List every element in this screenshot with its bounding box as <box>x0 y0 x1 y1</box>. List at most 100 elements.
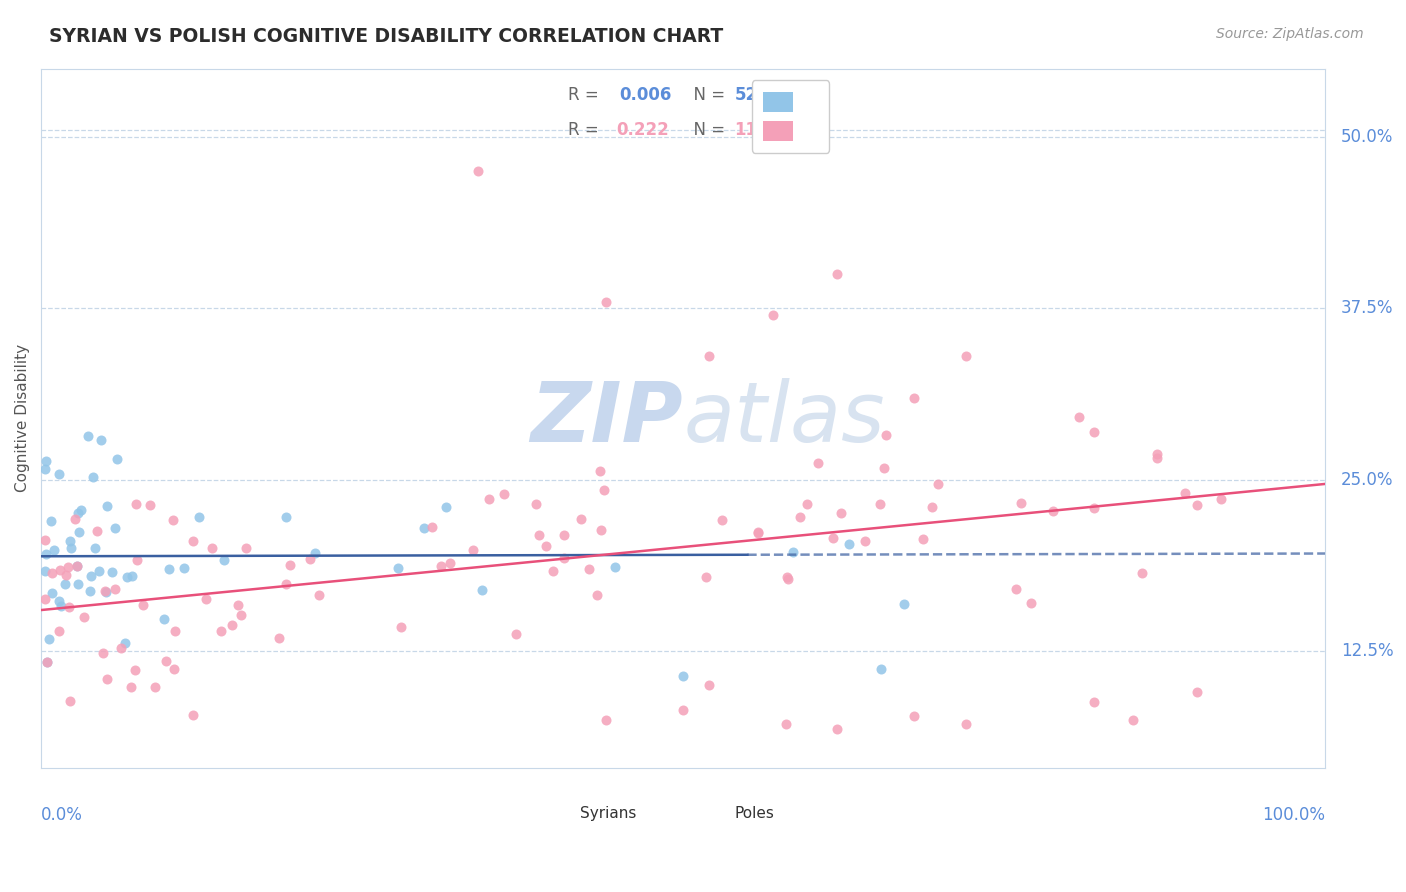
Point <box>672 703 695 717</box>
Point <box>1122 713 1144 727</box>
Point <box>796 497 818 511</box>
FancyBboxPatch shape <box>548 794 574 818</box>
Point <box>430 558 453 573</box>
Point <box>55 568 77 582</box>
Point <box>747 525 769 540</box>
Point <box>467 164 489 178</box>
Point <box>869 497 891 511</box>
Point <box>66 576 89 591</box>
Point <box>165 624 187 638</box>
Point <box>1083 695 1105 709</box>
Point <box>775 716 797 731</box>
Point <box>82 470 104 484</box>
Point <box>94 585 117 599</box>
Point <box>505 627 527 641</box>
Point <box>1083 500 1105 515</box>
Point <box>39 514 62 528</box>
Point <box>34 564 56 578</box>
Point <box>695 570 717 584</box>
Point <box>1083 425 1105 439</box>
Point <box>524 497 547 511</box>
Point <box>194 591 217 606</box>
Point <box>35 547 58 561</box>
Point <box>1209 491 1232 506</box>
Point <box>229 608 252 623</box>
Point <box>823 532 845 546</box>
Point <box>139 498 162 512</box>
Point <box>34 533 56 548</box>
Point <box>478 491 501 506</box>
Point <box>162 512 184 526</box>
Point <box>63 512 86 526</box>
Point <box>105 452 128 467</box>
Point <box>870 662 893 676</box>
Point <box>91 646 114 660</box>
Point <box>413 521 436 535</box>
Point <box>77 429 100 443</box>
Point <box>1042 504 1064 518</box>
Point <box>278 558 301 572</box>
Point <box>853 533 876 548</box>
Point <box>155 654 177 668</box>
Point <box>48 467 70 481</box>
Point <box>553 528 575 542</box>
Point <box>35 454 58 468</box>
Text: Source: ZipAtlas.com: Source: ZipAtlas.com <box>1216 27 1364 41</box>
Point <box>274 510 297 524</box>
Text: R =: R = <box>568 86 603 104</box>
Point <box>782 545 804 559</box>
Text: atlas: atlas <box>683 377 884 458</box>
Point <box>308 588 330 602</box>
Point <box>96 672 118 686</box>
Text: 12.5%: 12.5% <box>1341 642 1393 660</box>
Point <box>912 533 935 547</box>
Point <box>807 456 830 470</box>
Point <box>159 562 181 576</box>
Point <box>541 564 564 578</box>
Point <box>595 713 617 727</box>
Point <box>762 308 785 322</box>
Point <box>875 428 897 442</box>
Text: 37.5%: 37.5% <box>1341 300 1393 318</box>
Text: Poles: Poles <box>734 806 775 822</box>
Point <box>436 500 458 514</box>
Point <box>121 569 143 583</box>
Point <box>104 582 127 596</box>
Point <box>67 525 90 540</box>
Point <box>893 597 915 611</box>
Point <box>589 524 612 538</box>
Point <box>163 662 186 676</box>
Point <box>838 537 860 551</box>
Point <box>586 588 609 602</box>
Point <box>66 559 89 574</box>
Text: Syrians: Syrians <box>581 806 637 822</box>
Point <box>73 609 96 624</box>
Point <box>494 487 516 501</box>
Point <box>1185 499 1208 513</box>
Point <box>527 528 550 542</box>
Point <box>439 556 461 570</box>
Point <box>34 462 56 476</box>
Text: R =: R = <box>568 121 603 139</box>
Point <box>595 294 617 309</box>
Point <box>37 655 59 669</box>
Y-axis label: Cognitive Disability: Cognitive Disability <box>15 344 30 492</box>
Point <box>603 560 626 574</box>
Point <box>125 497 148 511</box>
Point <box>553 551 575 566</box>
Point <box>697 678 720 692</box>
Point <box>34 592 56 607</box>
Text: 52: 52 <box>734 86 758 104</box>
Point <box>84 541 107 556</box>
Text: 100.0%: 100.0% <box>1263 806 1326 824</box>
Point <box>1067 410 1090 425</box>
Point <box>56 560 79 574</box>
Point <box>235 541 257 555</box>
Point <box>298 552 321 566</box>
Point <box>578 562 600 576</box>
Point <box>711 513 734 527</box>
Point <box>103 521 125 535</box>
Point <box>70 503 93 517</box>
Point <box>1146 446 1168 460</box>
Point <box>592 483 614 497</box>
